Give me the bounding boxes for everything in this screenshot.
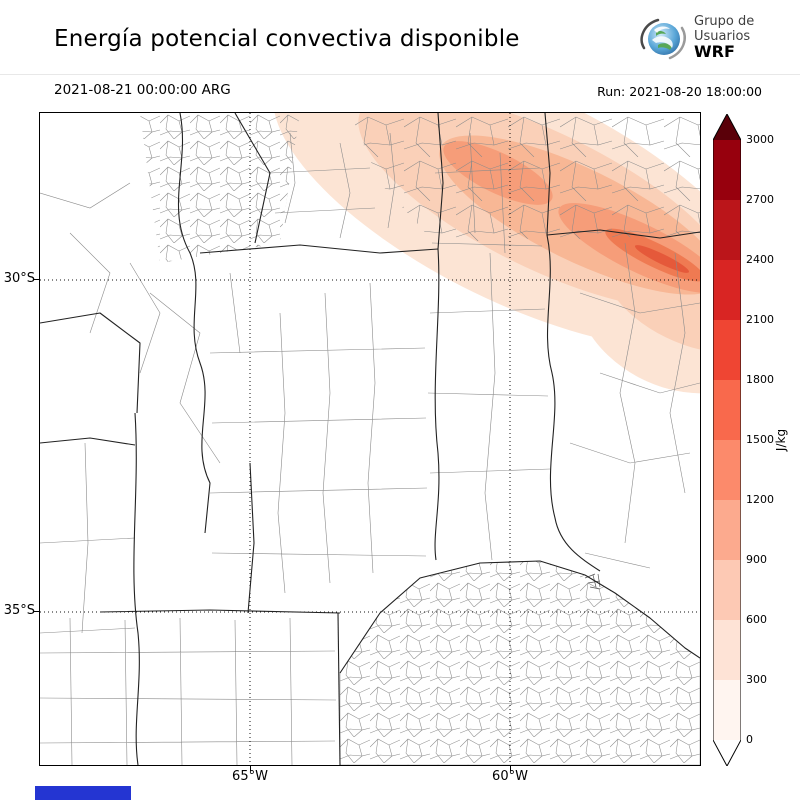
lon-tick-60w: 60°W xyxy=(492,769,528,784)
run-time-label: Run: 2021-08-20 18:00:00 xyxy=(597,84,762,99)
colorbar-tick-label: 2400 xyxy=(746,253,774,266)
dept-lines-santiago xyxy=(269,132,396,239)
colorbar-segment xyxy=(713,320,741,380)
logo: Grupo de Usuarios WRF xyxy=(636,12,796,68)
colorbar xyxy=(713,114,741,766)
dept-lines-cordoba xyxy=(209,282,428,594)
nw-dense-departments xyxy=(140,113,300,263)
colorbar-segment xyxy=(713,500,741,560)
map-frame xyxy=(39,46,786,766)
colorbar-segment xyxy=(713,260,741,320)
axis-tick-mark xyxy=(250,766,251,771)
colorbar-tick-label: 3000 xyxy=(746,133,774,146)
colorbar-tick-label: 2700 xyxy=(746,193,774,206)
colorbar-tick-label: 1200 xyxy=(746,493,774,506)
colorbar-segment xyxy=(713,140,741,200)
north-dense-departments xyxy=(350,113,545,243)
department-boundaries xyxy=(39,113,701,766)
colorbar-over-arrow xyxy=(713,114,741,140)
colorbar-tick-label: 2100 xyxy=(746,313,774,326)
footer-blue-bar xyxy=(35,786,131,800)
wrf-globe-icon xyxy=(640,18,686,60)
logo-text-wrf: WRF xyxy=(694,42,735,61)
colorbar-tick-label: 1500 xyxy=(746,433,774,446)
colorbar-tick-label: 1800 xyxy=(746,373,774,386)
caba-dense-cluster xyxy=(584,573,601,590)
colorbar-tick-label: 0 xyxy=(746,733,753,746)
ne-dense-departments xyxy=(545,113,700,240)
colorbar-under-arrow xyxy=(713,740,741,766)
colorbar-tick-label: 600 xyxy=(746,613,767,626)
axis-tick-mark xyxy=(34,611,39,612)
colorbar-segment xyxy=(713,620,741,680)
colorbar-segment xyxy=(713,380,741,440)
colorbar-tick-label: 900 xyxy=(746,553,767,566)
colorbar-segment xyxy=(713,440,741,500)
lon-tick-65w: 65°W xyxy=(232,769,268,784)
dept-lines-santafe xyxy=(427,132,551,561)
page-title: Energía potencial convectiva disponible xyxy=(54,26,520,52)
header-divider xyxy=(0,74,800,75)
colorbar-segments xyxy=(713,140,741,740)
colorbar-ticks: 3000 2700 2400 2100 1800 1500 1200 900 600 300 0 xyxy=(746,114,788,766)
map-canvas xyxy=(39,46,786,766)
logo-text-line2: Usuarios xyxy=(694,29,751,44)
valid-time-label: 2021-08-21 00:00:00 ARG xyxy=(54,82,231,98)
dept-lines-entrerios xyxy=(569,242,701,569)
axis-tick-mark xyxy=(34,279,39,280)
lat-tick-35s: 35°S xyxy=(3,603,35,618)
province-boundaries xyxy=(39,112,701,766)
lat-tick-30s: 30°S xyxy=(3,271,35,286)
colorbar-segment xyxy=(713,200,741,260)
dept-lines-lapampa xyxy=(39,617,337,766)
colorbar-segment xyxy=(713,560,741,620)
axis-tick-mark xyxy=(510,766,511,771)
colorbar-unit-label: J/kg xyxy=(774,428,788,452)
logo-text-line1: Grupo de xyxy=(694,14,755,29)
dept-lines-west xyxy=(39,182,241,634)
colorbar-segment xyxy=(713,680,741,740)
colorbar-tick-label: 300 xyxy=(746,673,767,686)
